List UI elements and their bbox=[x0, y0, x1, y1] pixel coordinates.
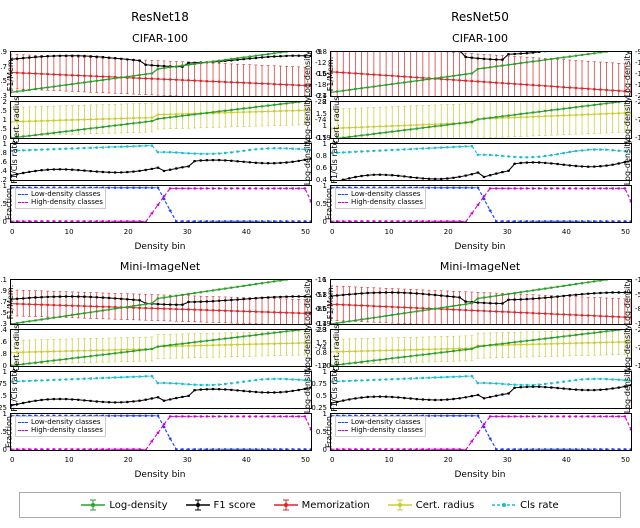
ylabel-left: Cert. radius bbox=[332, 97, 341, 144]
col-title-right: ResNet50 bbox=[330, 10, 630, 24]
legend-item: Memorization bbox=[274, 499, 370, 511]
legend-label: Cls rate bbox=[520, 500, 558, 511]
subplot: Cert. radiusLog-density00.81.52.3-120-74… bbox=[330, 329, 632, 367]
xlabel: Density bin bbox=[10, 470, 310, 480]
ylabel-right: Log-density bbox=[303, 139, 312, 186]
subplot: Cert. radiusLog-density00.81.62.4-120-74… bbox=[10, 329, 312, 367]
ylabel-right: Log-density bbox=[623, 367, 632, 414]
subplot: Fraction00.51Low-density classesHigh-den… bbox=[10, 185, 312, 223]
xlabel: Density bin bbox=[330, 470, 630, 480]
legend-label: Log-density bbox=[109, 500, 167, 511]
subplot: F1/Cls rateLog-density0.40.60.81 bbox=[330, 143, 632, 181]
panel-title: Mini-ImageNet bbox=[10, 260, 310, 273]
legend-item: Cert. radius bbox=[388, 499, 474, 511]
ylabel-left: F1/Cls rate bbox=[330, 140, 339, 183]
subplot: Cert. radiusLog-density00.511.52-119-74-… bbox=[10, 101, 312, 139]
figure-grid: ResNet18 ResNet50 CIFAR-100F1/Mem.Log-de… bbox=[10, 10, 630, 480]
ylabel-right: Log-density bbox=[303, 51, 312, 98]
ylabel-right: Log-density bbox=[623, 139, 632, 186]
ylabel-right: Log-density bbox=[623, 51, 632, 98]
xlabel: Density bin bbox=[330, 242, 630, 252]
ylabel-right: Log-density bbox=[623, 279, 632, 326]
legend-item: Log-density bbox=[81, 499, 167, 511]
ylabel-left: F1/Mem. bbox=[6, 285, 15, 320]
subplot: Fraction00.51Low-density classesHigh-den… bbox=[10, 413, 312, 451]
legend-label: Memorization bbox=[302, 500, 370, 511]
ylabel-right: Log-density bbox=[303, 325, 312, 372]
subplot: F1/Cls rateLog-density0.20.40.60.81 bbox=[10, 143, 312, 181]
ylabel-left: Cert. radius bbox=[332, 325, 341, 372]
panel-r50_c100: CIFAR-100 F1/Mem.Log-density0.40.60.8-21-… bbox=[330, 32, 630, 252]
panel-r18_mini: Mini-ImageNet F1/Mem.Log-density0.30.50.7… bbox=[10, 260, 310, 480]
xlabel: Density bin bbox=[10, 242, 310, 252]
ylabel-left: F1/Mem. bbox=[6, 57, 15, 92]
ylabel-left: F1/Cls rate bbox=[10, 368, 19, 411]
legend-item: Cls rate bbox=[492, 499, 558, 511]
ylabel-left: Cert. radius bbox=[12, 325, 21, 372]
legend-label: F1 score bbox=[214, 500, 256, 511]
subplot: Fraction00.51Low-density classesHigh-den… bbox=[330, 413, 632, 451]
ylabel-left: F1/Mem. bbox=[326, 285, 335, 320]
ylabel-left: F1/Cls rate bbox=[10, 140, 19, 183]
ylabel-left: Cert. radius bbox=[12, 97, 21, 144]
subplot: F1/Mem.Log-density0.30.50.70.91.1-119-85… bbox=[10, 279, 312, 325]
panel-r18_c100: CIFAR-100 F1/Mem.Log-density0.30.50.70.9-… bbox=[10, 32, 310, 252]
subplot: F1/Cls rateLog-density0.250.50.751 bbox=[10, 371, 312, 409]
subplot: Fraction00.51Low-density classesHigh-den… bbox=[330, 185, 632, 223]
col-title-left: ResNet18 bbox=[10, 10, 310, 24]
subplot: F1/Mem.Log-density0.30.50.70.9-21-18-15-… bbox=[10, 51, 312, 97]
subplot: Cert. radiusLog-density0.511.52-116-72-2… bbox=[330, 101, 632, 139]
ylabel-left: F1/Mem. bbox=[326, 57, 335, 92]
ylabel-right: Log-density bbox=[623, 325, 632, 372]
ylabel-right: Log-density bbox=[303, 97, 312, 144]
ylabel-right: Log-density bbox=[303, 279, 312, 326]
panel-r50_mini: Mini-ImageNet F1/Mem.Log-density0.40.60.8… bbox=[330, 260, 630, 480]
ylabel-left: F1/Cls rate bbox=[330, 368, 339, 411]
subplot: F1/Mem.Log-density0.40.60.8-21-18-15-12-… bbox=[330, 51, 632, 97]
subplot: F1/Cls rateLog-density0.250.50.751 bbox=[330, 371, 632, 409]
panel-title: CIFAR-100 bbox=[330, 32, 630, 45]
subplot: F1/Mem.Log-density0.40.60.81-119-85-51-1… bbox=[330, 279, 632, 325]
panel-title: CIFAR-100 bbox=[10, 32, 310, 45]
panel-title: Mini-ImageNet bbox=[330, 260, 630, 273]
legend-label: Cert. radius bbox=[416, 500, 474, 511]
ylabel-right: Log-density bbox=[623, 97, 632, 144]
legend-item: F1 score bbox=[186, 499, 256, 511]
figure-legend: Log-density F1 score Memorization Cert. rad… bbox=[19, 492, 621, 518]
